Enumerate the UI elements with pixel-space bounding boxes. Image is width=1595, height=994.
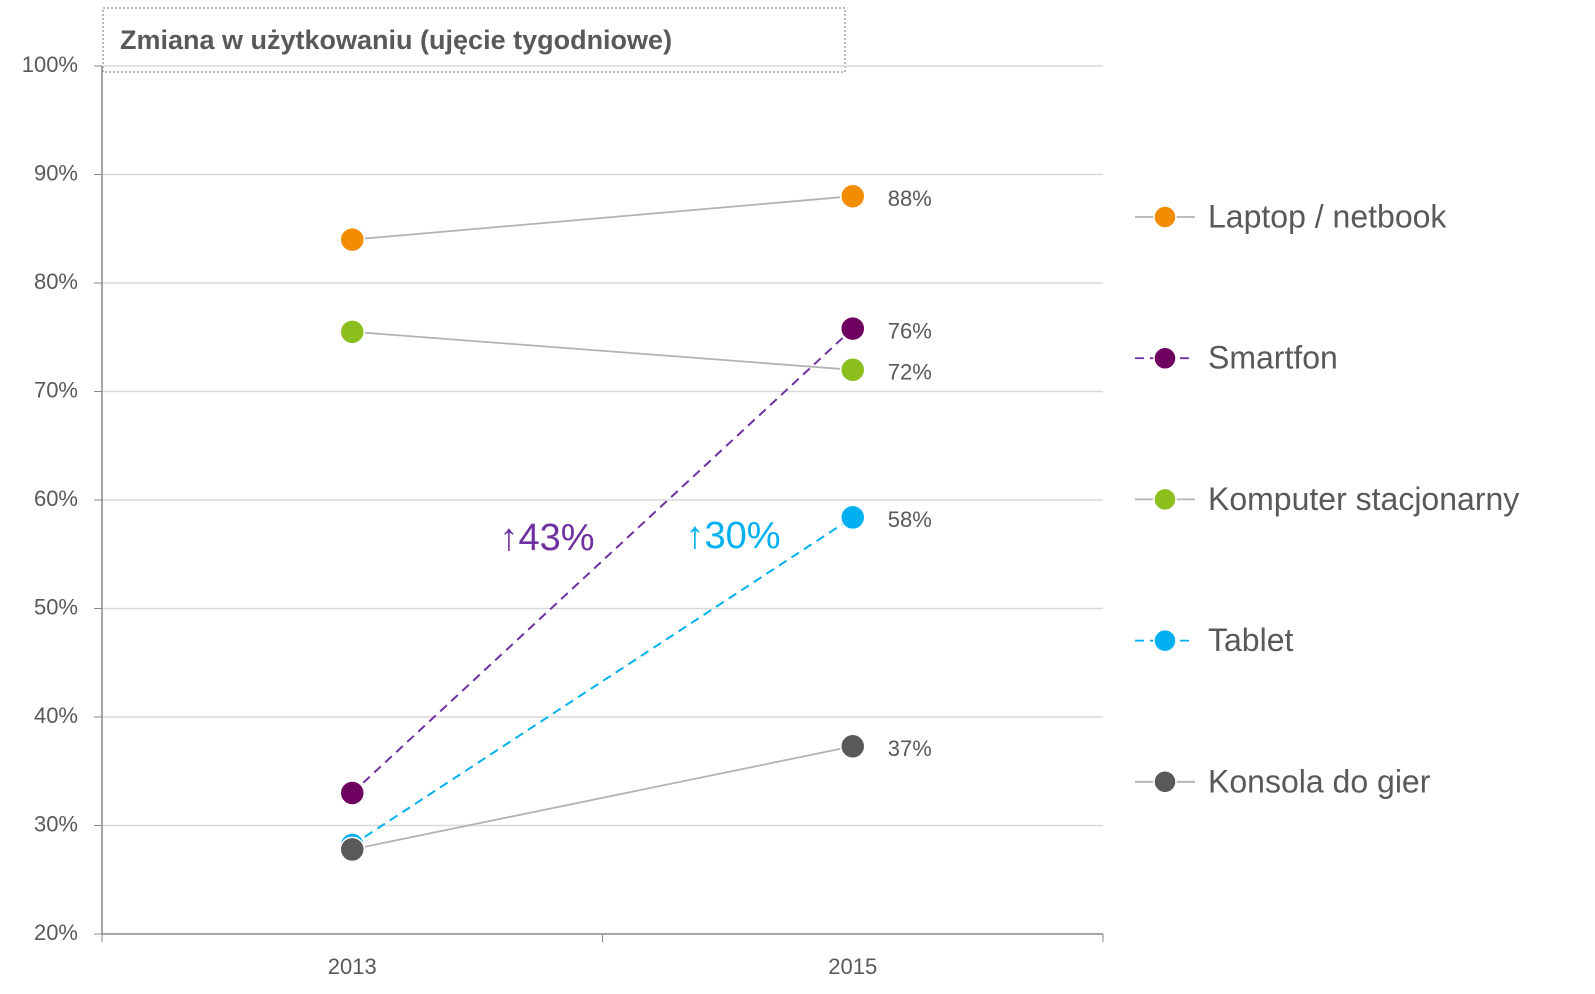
- y-tick-label: 80%: [34, 269, 78, 294]
- y-tick-label: 40%: [34, 703, 78, 728]
- x-tick-label: 2013: [328, 954, 377, 979]
- legend-label: Komputer stacjonarny: [1208, 481, 1519, 517]
- marker: [840, 504, 866, 531]
- legend-label: Konsola do gier: [1208, 763, 1431, 799]
- marker: [840, 183, 866, 209]
- data-label: 58%: [888, 507, 932, 532]
- legend-label: Smartfon: [1208, 340, 1338, 376]
- legend-marker: [1153, 346, 1177, 370]
- legend-label: Laptop / netbook: [1208, 198, 1447, 234]
- series-line: [352, 330, 853, 371]
- annotation: ↑30%: [685, 515, 780, 557]
- data-label: 76%: [888, 318, 932, 343]
- chart-title: Zmiana w użytkowaniu (ujęcie tygodniowe): [120, 25, 672, 55]
- series-line: [351, 327, 854, 794]
- y-tick-label: 100%: [22, 52, 78, 77]
- annotation: ↑43%: [499, 517, 594, 559]
- marker: [339, 319, 365, 345]
- legend-marker: [1153, 628, 1177, 653]
- y-tick-label: 30%: [34, 811, 78, 836]
- marker: [840, 733, 866, 760]
- y-tick-label: 60%: [34, 486, 78, 511]
- legend-label: Tablet: [1208, 622, 1294, 658]
- data-label: 88%: [888, 186, 932, 211]
- x-tick-label: 2015: [828, 954, 877, 979]
- series-line: [352, 195, 853, 241]
- marker: [840, 315, 866, 342]
- legend-marker: [1153, 487, 1177, 512]
- legend-marker: [1153, 205, 1177, 229]
- marker: [339, 226, 365, 253]
- legend-marker: [1153, 770, 1177, 794]
- data-label: 72%: [888, 360, 932, 385]
- marker: [840, 357, 866, 383]
- y-tick-label: 90%: [34, 160, 78, 185]
- marker: [339, 836, 365, 863]
- data-label: 37%: [888, 736, 932, 761]
- y-tick-label: 50%: [34, 594, 78, 619]
- title-box: [102, 7, 846, 73]
- y-tick-label: 20%: [34, 920, 78, 945]
- series-line: [351, 516, 854, 846]
- y-tick-label: 70%: [34, 377, 78, 402]
- marker: [339, 780, 365, 806]
- series-line: [352, 745, 853, 851]
